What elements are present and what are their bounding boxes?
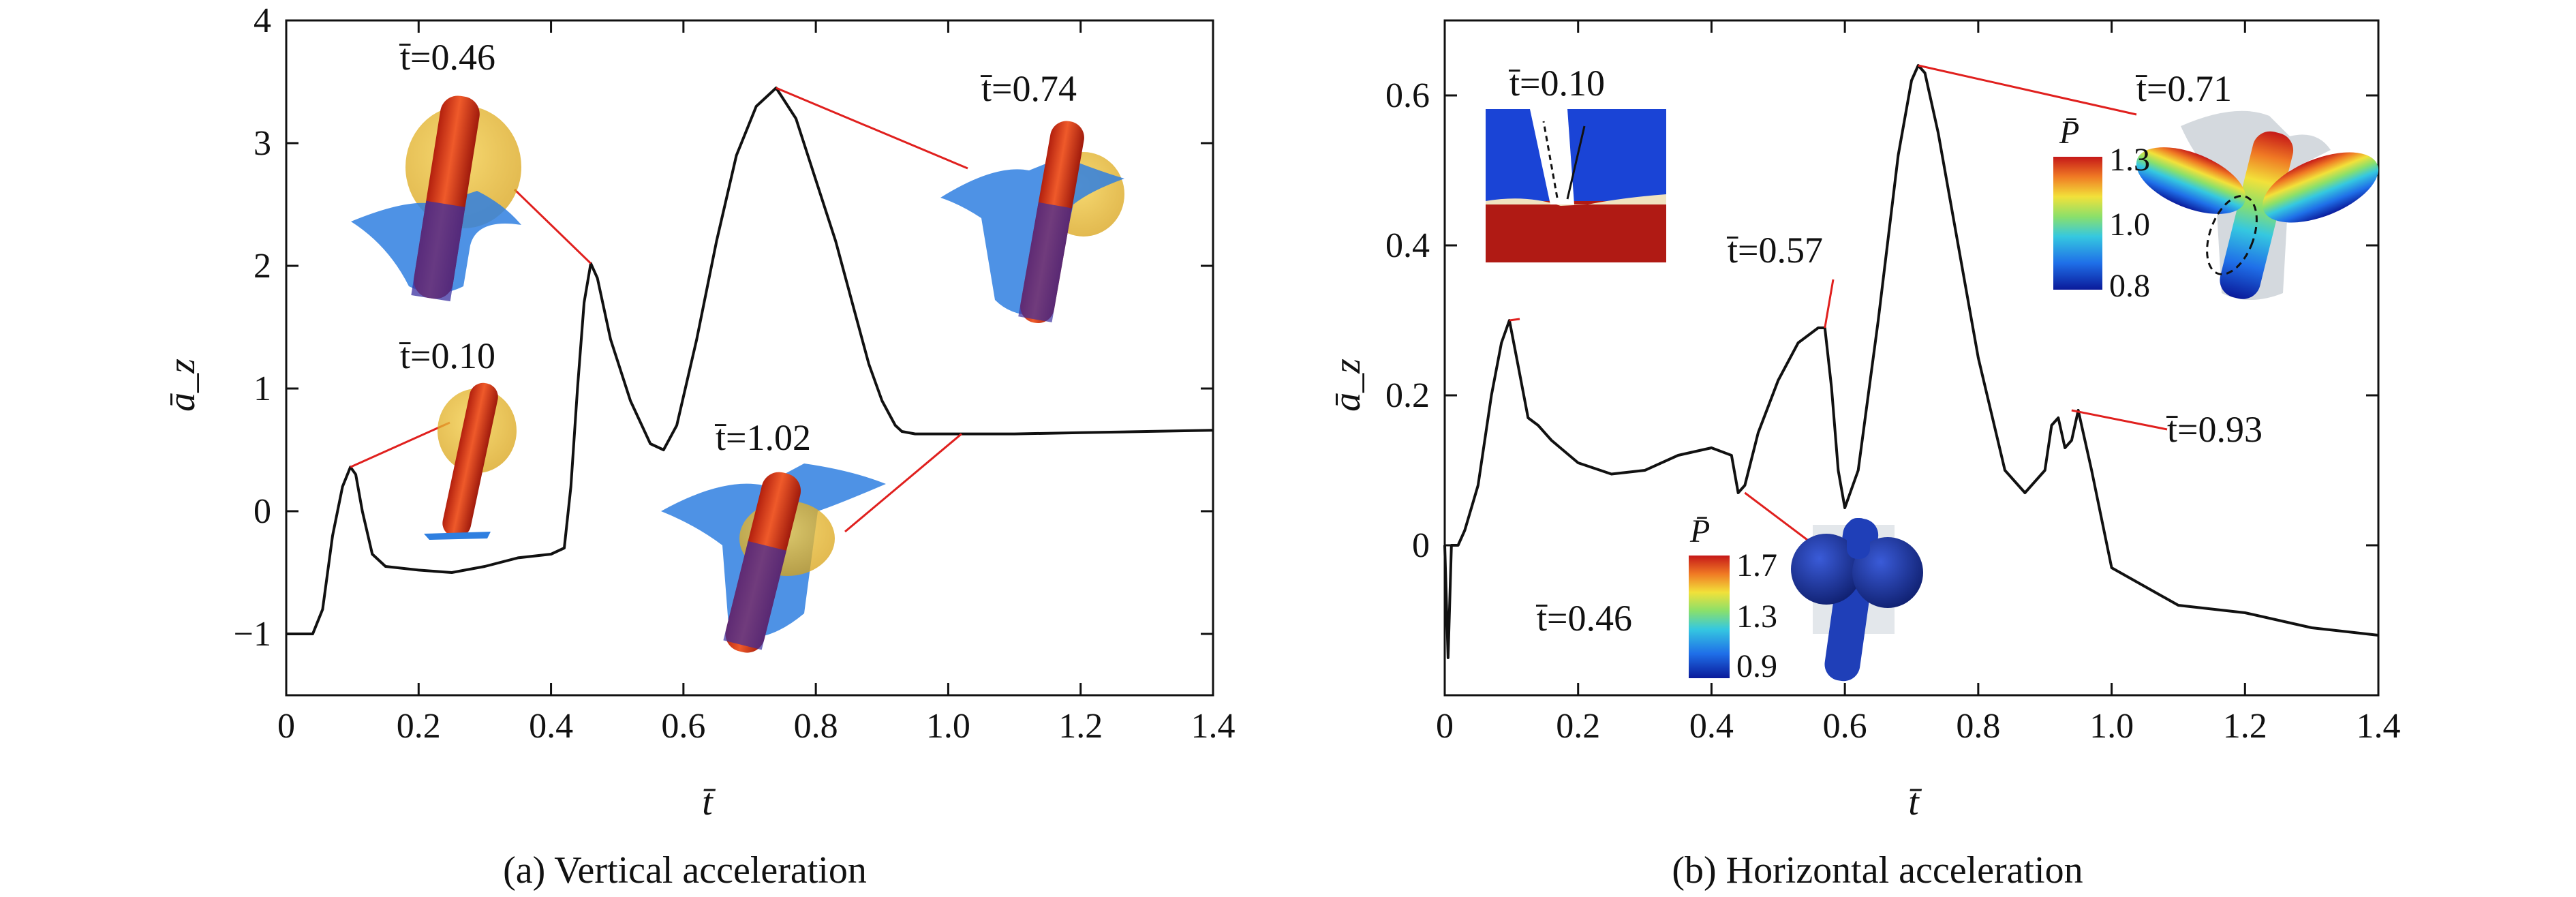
annotation-leader (1744, 491, 1813, 545)
x-axis-title: t̄ (702, 781, 716, 823)
x-tick-label: 0.6 (661, 707, 705, 746)
colorbar-tick-high: 1.3 (2109, 142, 2150, 178)
y-tick-label: 4 (254, 1, 271, 40)
annotation-label: t̄=0.71 (2135, 68, 2232, 109)
colorbar-title: P̄ (2059, 115, 2079, 151)
plot-frame (285, 19, 1214, 697)
tick-labels: 0 0.2 0.4 0.6 0.8 1.0 1.2 1.4 0 0.2 0.4 0.6 (1385, 76, 2401, 746)
x-tick-label: 0 (1436, 707, 1454, 746)
x-tick-label: 0.4 (1689, 707, 1734, 746)
annotation-leader (776, 87, 968, 170)
y-tick-label: 0 (254, 492, 271, 531)
y-tick-label: 0.4 (1385, 226, 1430, 265)
annotation-leaders (1509, 64, 2168, 545)
inset-bubble-t046 (351, 95, 521, 302)
x-tick-label: 1.0 (2089, 707, 2134, 746)
annotation-labels: t̄=0.46 t̄=0.74 t̄=0.10 t̄=1.02 (399, 37, 1077, 458)
panel-caption: (a) Vertical acceleration (503, 849, 867, 892)
series-line (286, 87, 1214, 635)
annotation-label: t̄=0.74 (980, 68, 1077, 109)
tick-labels: 0 0.2 0.4 0.6 0.8 1.0 1.2 1.4 −1 0 1 2 3 4 (234, 1, 1236, 746)
x-tick-label: 1.2 (2223, 707, 2267, 746)
inset-bubble-t102 (661, 463, 886, 653)
annotation-leader (1918, 64, 2137, 116)
series-line (1443, 64, 2379, 659)
annotation-label: t̄=0.10 (399, 335, 495, 376)
x-tick-label: 0.6 (1823, 707, 1867, 746)
colorbar-t046: P̄ 1.7 1.3 0.9 (1689, 513, 1777, 684)
inset-bubble-t010 (424, 382, 517, 540)
x-tick-label: 1.4 (2357, 707, 2401, 746)
colorbar-tick-low: 0.9 (1736, 648, 1777, 684)
annotation-leader (350, 421, 450, 468)
x-tick-label: 0 (277, 707, 295, 746)
colorbar-tick-high: 1.7 (1736, 547, 1777, 583)
x-tick-label: 1.2 (1058, 707, 1103, 746)
y-tick-label: 2 (254, 247, 271, 286)
colorbar-t071: P̄ 1.3 1.0 0.8 (2053, 115, 2150, 304)
annotation-leader (2071, 409, 2168, 431)
annotation-leader (513, 188, 592, 264)
plot-frame (1443, 19, 2380, 697)
y-axis-title: ā_z (1326, 359, 1368, 412)
x-axis-title: t̄ (1908, 781, 1922, 823)
annotation-leaders (350, 87, 968, 533)
y-axis-title-text: ā_z (1326, 359, 1368, 412)
annotation-label: t̄=0.46 (399, 37, 495, 78)
x-tick-label: 0.8 (1956, 707, 2000, 746)
inset-bubble-t074 (940, 121, 1124, 324)
x-tick-label: 1.4 (1191, 707, 1236, 746)
colorbar-tick-low: 0.8 (2109, 268, 2150, 304)
inset-body-t071 (2136, 110, 2378, 300)
inset-pressure-field-t010 (1486, 109, 1666, 262)
annotation-label: t̄=1.02 (714, 417, 811, 458)
y-tick-label: 0 (1412, 526, 1430, 565)
annotation-label: t̄=0.93 (2166, 409, 2263, 450)
x-tick-label: 0.4 (529, 707, 573, 746)
y-axis-title: ā_z (161, 359, 203, 412)
x-tick-label: 1.0 (926, 707, 970, 746)
panel-caption: (b) Horizontal acceleration (1672, 849, 2083, 892)
tick-marks (1443, 20, 2380, 695)
colorbar-tick-mid: 1.0 (2109, 207, 2150, 243)
panel-horizontal-acceleration: 0 0.2 0.4 0.6 0.8 1.0 1.2 1.4 0 0.2 0.4 0.6 t̄=0.10… (1326, 19, 2401, 892)
annotation-label: t̄=0.46 (1535, 598, 1632, 639)
annotation-leader (1824, 279, 1835, 329)
y-tick-label: 1 (254, 369, 271, 408)
annotation-label: t̄=0.10 (1508, 63, 1605, 104)
inset-body-t046 (1791, 518, 1923, 682)
y-tick-label: −1 (234, 615, 271, 654)
x-tick-label: 0.8 (794, 707, 838, 746)
colorbar-tick-mid: 1.3 (1736, 598, 1777, 635)
y-tick-label: 0.6 (1385, 76, 1430, 115)
x-tick-label: 0.2 (397, 707, 441, 746)
y-axis-title-text: ā_z (161, 359, 203, 412)
y-tick-label: 0.2 (1385, 376, 1430, 415)
x-tick-label: 0.2 (1556, 707, 1600, 746)
annotation-labels: t̄=0.10 t̄=0.57 t̄=0.71 t̄=0.93 t̄=0.46 (1508, 63, 2263, 639)
colorbar-title: P̄ (1689, 513, 1710, 549)
y-tick-label: 3 (254, 124, 271, 163)
annotation-label: t̄=0.57 (1726, 230, 1823, 271)
annotation-leader (844, 433, 962, 533)
annotation-leader (1509, 318, 1520, 322)
